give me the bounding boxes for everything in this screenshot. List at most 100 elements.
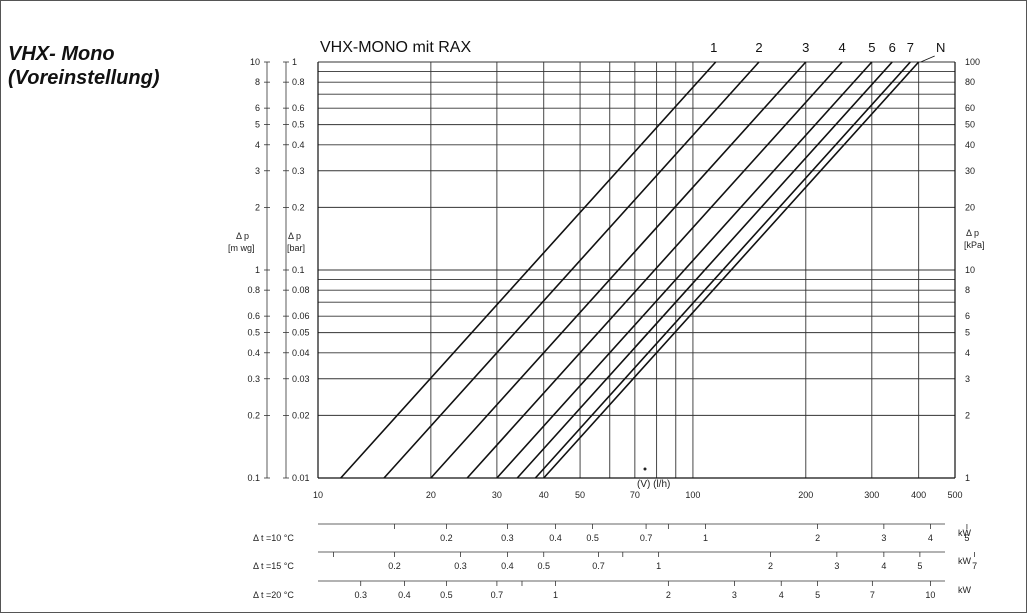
power-scale-tick-label: 3	[834, 561, 839, 571]
x-tick-label: 300	[864, 490, 879, 500]
power-scale-tick-label: 0.2	[440, 533, 453, 543]
y-right-tick-label: 60	[965, 103, 975, 113]
x-tick-label: 200	[798, 490, 813, 500]
y-left-outer-tick-label: 0.8	[247, 285, 260, 295]
curve-5	[496, 61, 873, 479]
y-right-tick-label: 20	[965, 202, 975, 212]
y-left-inner-label-unit: [bar]	[287, 243, 305, 253]
power-scale-unit: kW	[958, 556, 972, 566]
y-left-outer-tick-label: 2	[255, 202, 260, 212]
power-scale-unit: kW	[958, 528, 972, 538]
power-scales: Δ t =10 °C kW 0.2 0.3 0.4 0.5 0.7 1 2 3 4 5 Δ t =15 …	[253, 523, 977, 600]
curve-label-3: 3	[802, 40, 809, 55]
y-left-outer-tick-label: 1	[255, 265, 260, 275]
x-axis-label: (V) (l/h)	[637, 479, 670, 490]
power-scale-tick-label: 1	[656, 561, 661, 571]
power-scale-tick-label: 7	[870, 590, 875, 600]
power-scale-tick-label: 0.5	[537, 561, 550, 571]
side-title-line-2: (Voreinstellung)	[8, 67, 160, 89]
power-scale-unit: kW	[958, 585, 972, 595]
chart-axes: 10 20 30 40 50 70 100 200 300 400 500 10 8 6 5 4 3 2 1 0.8 0…	[247, 57, 980, 500]
y-left-outer-tick-label: 0.3	[247, 374, 260, 384]
curve-7	[534, 61, 911, 479]
power-scale-tick-label: 0.2	[388, 561, 401, 571]
y-left-outer-tick-label: 0.2	[247, 410, 260, 420]
power-scale-tick-label: 0.4	[398, 590, 411, 600]
power-scale-tick-label: 5	[917, 561, 922, 571]
curve-label-N-leader	[920, 55, 935, 63]
curve-3	[430, 61, 807, 479]
y-right-tick-label: 80	[965, 77, 975, 87]
curve-label-1: 1	[710, 40, 717, 55]
y-right-label-symbol: Δ p	[966, 228, 979, 238]
y-left-outer-tick-label: 0.5	[247, 328, 260, 338]
power-scale-tick-label: 0.7	[640, 533, 653, 543]
x-tick-label: 30	[492, 490, 502, 500]
y-left-outer-tick-label: 5	[255, 120, 260, 130]
y-left-outer-label-unit: [m wg]	[228, 243, 255, 253]
power-scale-tick-label: 10	[925, 590, 935, 600]
x-tick-label: 50	[575, 490, 585, 500]
power-scale-tick-label: 0.7	[592, 561, 605, 571]
power-scale-tick-label: 4	[928, 533, 933, 543]
y-left-inner-tick-label: 0.02	[292, 410, 310, 420]
y-right-tick-label: 50	[965, 120, 975, 130]
power-scale-tick-label: 0.3	[454, 561, 467, 571]
y-right-tick-label: 10	[965, 265, 975, 275]
y-right-tick-label: 40	[965, 140, 975, 150]
y-left-outer-tick-label: 3	[255, 166, 260, 176]
curve-4	[466, 61, 843, 479]
curve-label-2: 2	[755, 40, 762, 55]
power-scale-tick-label: 2	[666, 590, 671, 600]
y-left-inner-tick-label: 0.5	[292, 120, 305, 130]
y-left-inner-tick-label: 0.06	[292, 311, 310, 321]
curve-label-N: N	[936, 40, 945, 55]
power-scale-tick-label: 1	[553, 590, 558, 600]
y-left-inner-tick-label: 0.2	[292, 202, 305, 212]
y-left-outer-tick-label: 4	[255, 140, 260, 150]
y-right-tick-label: 30	[965, 166, 975, 176]
power-scale-tick-label: 4	[779, 590, 784, 600]
y-left-inner-tick-label: 0.6	[292, 103, 305, 113]
power-scale-label: Δ t =20 °C	[253, 590, 294, 600]
power-scale-tick-label: 0.3	[501, 533, 514, 543]
power-scale-tick-label: 5	[815, 590, 820, 600]
y-left-inner-tick-label: 0.4	[292, 140, 305, 150]
y-left-inner-tick-label: 0.8	[292, 77, 305, 87]
power-scale-label: Δ t =15 °C	[253, 561, 294, 571]
power-scale-tick-label: 0.4	[549, 533, 562, 543]
curve-label-7: 7	[907, 40, 914, 55]
power-scale-tick-label: 0.5	[440, 590, 453, 600]
power-scale-tick-label: 3	[732, 590, 737, 600]
curve-label-6: 6	[889, 40, 896, 55]
y-right-tick-label: 100	[965, 57, 980, 67]
y-left-inner-label-symbol: Δ p	[288, 231, 301, 241]
y-left-outer-tick-label: 0.6	[247, 311, 260, 321]
x-tick-label: 100	[685, 490, 700, 500]
y-right-tick-label: 6	[965, 311, 970, 321]
y-left-inner-tick-label: 0.3	[292, 166, 305, 176]
y-left-outer-tick-label: 0.4	[247, 348, 260, 358]
power-scale-tick-label: 2	[768, 561, 773, 571]
y-left-inner-tick-label: 0.01	[292, 473, 310, 483]
curve-label-4: 4	[839, 40, 846, 55]
curve-1	[340, 61, 717, 479]
power-scale-tick-label: 7	[972, 561, 977, 571]
x-tick-label: 400	[911, 490, 926, 500]
x-tick-label: 10	[313, 490, 323, 500]
y-left-inner-tick-label: 0.05	[292, 328, 310, 338]
y-right-tick-label: 1	[965, 473, 970, 483]
power-scale-tick-label: 5	[964, 533, 969, 543]
power-scale-tick-label: 0.4	[501, 561, 514, 571]
x-tick-label: 40	[539, 490, 549, 500]
y-right-tick-label: 5	[965, 328, 970, 338]
x-tick-label: 500	[947, 490, 962, 500]
power-scale-tick-label: 0.3	[354, 590, 367, 600]
power-scale-tick-label: 2	[815, 533, 820, 543]
curve-label-5: 5	[868, 40, 875, 55]
curve-2	[383, 61, 760, 479]
y-left-outer-tick-label: 6	[255, 103, 260, 113]
